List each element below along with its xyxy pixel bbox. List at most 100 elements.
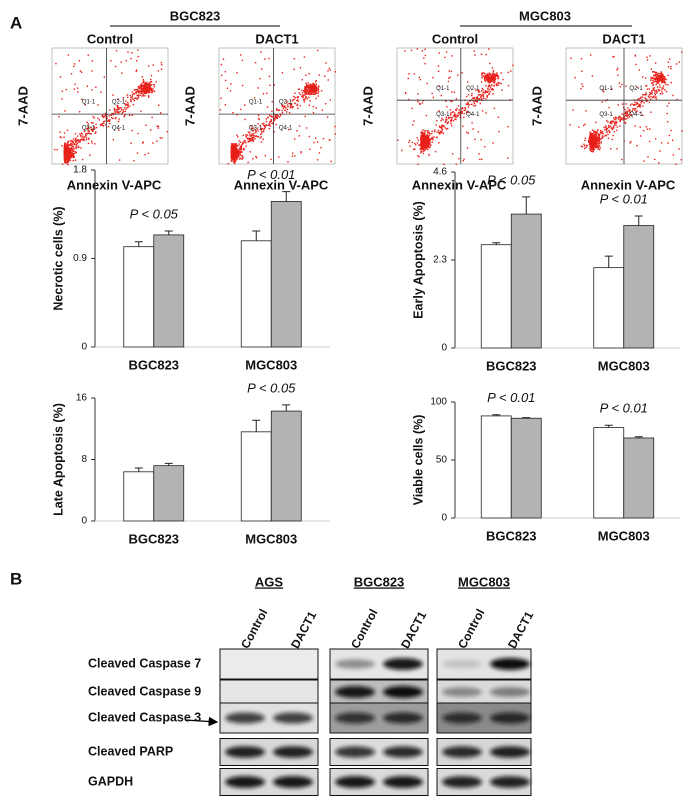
dot xyxy=(329,139,330,140)
dot xyxy=(123,111,124,112)
dot xyxy=(275,117,276,118)
dot xyxy=(433,97,434,98)
dot xyxy=(446,128,447,129)
dot xyxy=(481,73,482,74)
dot xyxy=(466,96,467,97)
blot-band xyxy=(442,687,482,697)
dot xyxy=(425,55,426,56)
dot xyxy=(144,88,145,89)
dot xyxy=(507,157,508,158)
dot xyxy=(450,121,451,122)
dot xyxy=(296,130,297,131)
dot xyxy=(77,91,78,92)
dot xyxy=(492,89,493,90)
dot xyxy=(297,108,298,109)
dot xyxy=(420,142,421,143)
dot xyxy=(669,58,670,59)
blot-band xyxy=(383,686,423,698)
dot xyxy=(420,148,421,149)
dot xyxy=(266,121,267,122)
dot xyxy=(616,122,617,123)
dot xyxy=(488,94,489,95)
dot xyxy=(248,132,249,133)
dot xyxy=(487,91,488,92)
dot xyxy=(449,70,450,71)
bar xyxy=(124,472,154,521)
dot xyxy=(92,60,93,61)
dot xyxy=(640,106,641,107)
dot xyxy=(500,72,501,73)
dot xyxy=(624,109,625,110)
cell-line: MGC803 xyxy=(458,574,510,589)
dot xyxy=(614,122,615,123)
dot xyxy=(299,125,300,126)
dot xyxy=(660,73,661,74)
dot xyxy=(317,159,318,160)
dot xyxy=(431,93,432,94)
dot xyxy=(498,131,499,132)
blot-band xyxy=(442,713,482,724)
dot xyxy=(302,97,303,98)
dot xyxy=(308,97,309,98)
dot xyxy=(424,49,425,50)
dot xyxy=(493,74,494,75)
dot xyxy=(254,138,255,139)
dot xyxy=(309,89,310,90)
bar xyxy=(624,226,654,348)
dot xyxy=(491,78,492,79)
dot xyxy=(589,141,590,142)
x-tick-label: BGC823 xyxy=(486,528,537,543)
dot xyxy=(291,106,292,107)
dot xyxy=(148,88,149,89)
dot xyxy=(662,93,663,94)
dot xyxy=(255,156,256,157)
dot xyxy=(649,141,650,142)
dot xyxy=(443,164,444,165)
dot xyxy=(596,142,597,143)
dot xyxy=(651,77,652,78)
dot xyxy=(639,98,640,99)
dot xyxy=(660,93,661,94)
dot xyxy=(496,72,497,73)
dot xyxy=(231,160,232,161)
dot xyxy=(81,132,82,133)
dot xyxy=(659,80,660,81)
dot xyxy=(235,161,236,162)
dot xyxy=(254,97,255,98)
dot xyxy=(304,88,305,89)
dot xyxy=(491,88,492,89)
dot xyxy=(574,77,575,78)
dot xyxy=(131,52,132,53)
dot xyxy=(590,54,591,55)
dot xyxy=(309,73,310,74)
dot xyxy=(656,72,657,73)
dot xyxy=(88,54,89,55)
dot xyxy=(220,98,221,99)
error-bar xyxy=(605,256,613,267)
dot xyxy=(642,76,643,77)
dot xyxy=(251,140,252,141)
dot xyxy=(464,110,465,111)
dot xyxy=(125,111,126,112)
dot xyxy=(588,138,589,139)
dot xyxy=(239,140,240,141)
dot xyxy=(425,130,426,131)
dot xyxy=(80,147,81,148)
dot xyxy=(247,162,248,163)
dot xyxy=(608,138,609,139)
dot xyxy=(135,92,136,93)
dot xyxy=(607,128,608,129)
dot xyxy=(416,137,417,138)
dot xyxy=(123,97,124,98)
bar xyxy=(271,201,301,347)
dot xyxy=(640,97,641,98)
dot xyxy=(434,131,435,132)
dot xyxy=(650,112,651,113)
dot xyxy=(471,95,472,96)
dot xyxy=(235,158,236,159)
dot xyxy=(659,86,660,87)
dot xyxy=(105,115,106,116)
dot xyxy=(232,144,233,145)
dot xyxy=(412,142,413,143)
dot xyxy=(65,154,66,155)
